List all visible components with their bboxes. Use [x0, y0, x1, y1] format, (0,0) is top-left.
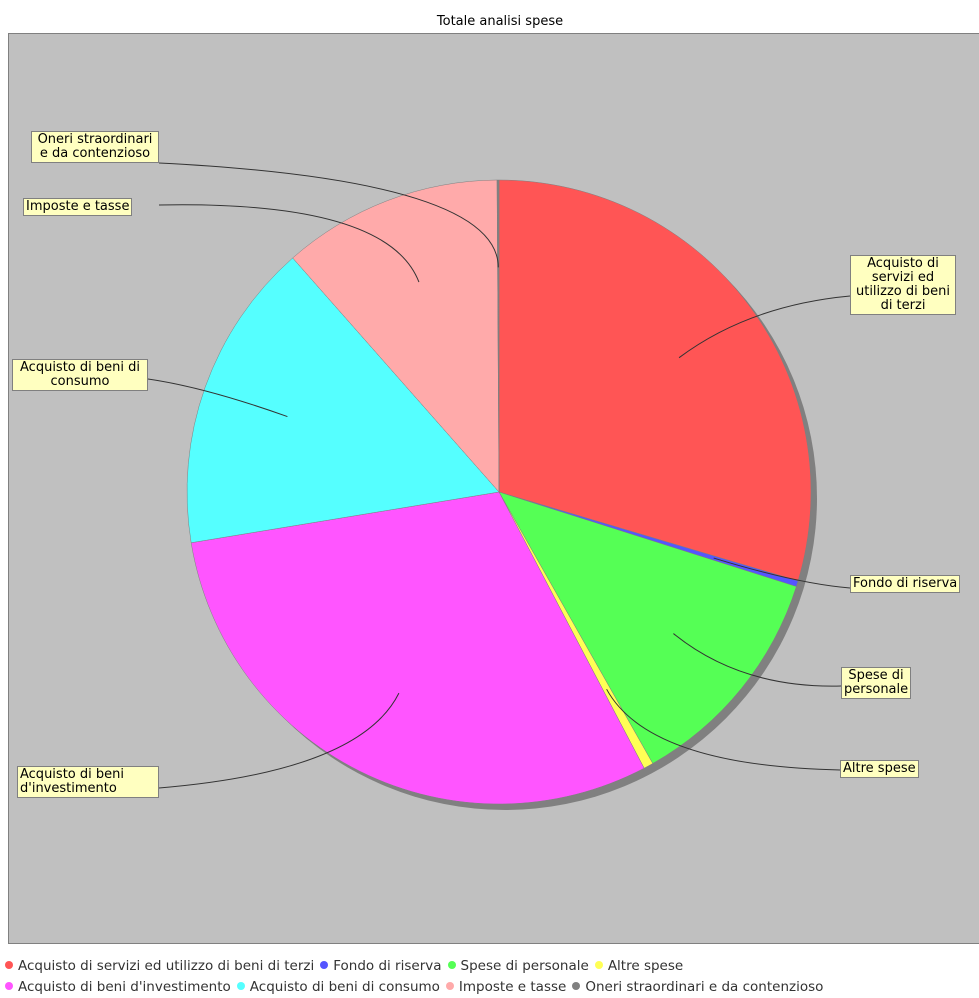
- callout-altre-spese: Altre spese: [840, 760, 919, 778]
- legend-label: Acquisto di beni d'investimento: [18, 979, 231, 995]
- callout-acquisto-consumo: Acquisto di beni di consumo: [12, 359, 148, 391]
- legend-label: Imposte e tasse: [458, 979, 567, 995]
- legend-swatch: [447, 961, 456, 969]
- legend-swatch: [5, 982, 13, 990]
- pie-slice-acquisto-di-beni-di-consumo[interactable]: [186, 257, 500, 544]
- legend-item-altre-spese: Altre spese: [594, 958, 684, 974]
- callout-spese-personale: Spese di personale: [841, 667, 911, 699]
- callout-imposte-tasse: Imposte e tasse: [23, 198, 133, 216]
- legend-item-acquisto-di-beni-di-consumo: Acquisto di beni di consumo: [236, 979, 440, 995]
- legend-swatch: [236, 982, 245, 990]
- legend-item-spese-di-personale: Spese di personale: [447, 958, 589, 974]
- chart-title: Totale analisi spese: [436, 14, 564, 29]
- pie-slice-spese-di-personale[interactable]: [498, 491, 797, 764]
- callout-acquisto-investimento: Acquisto di beni d'investimento: [17, 766, 159, 798]
- legend-item-imposte-e-tasse: Imposte e tasse: [445, 979, 567, 995]
- legend-swatch: [5, 961, 13, 969]
- legend-swatch: [572, 982, 581, 990]
- leader-line-altre-spese: [606, 688, 841, 771]
- leader-line-acquisto-di-beni-d-investimento: [158, 692, 400, 789]
- legend-item-acquisto-di-beni-d-investimento: Acquisto di beni d'investimento: [5, 979, 231, 995]
- callout-fondo-riserva: Fondo di riserva: [850, 575, 961, 593]
- legend-item-oneri-straordinari-e-da-contenzioso: Oneri straordinari e da contenzioso: [572, 979, 823, 995]
- leader-line-acquisto-di-servizi-ed-utilizzo-di-beni-di-terzi: [678, 295, 851, 359]
- legend-swatch: [445, 982, 454, 990]
- pie-slice-imposte-e-tasse[interactable]: [292, 179, 500, 493]
- legend-label: Oneri straordinari e da contenzioso: [585, 979, 824, 995]
- legend-label: Fondo di riserva: [333, 958, 442, 974]
- pie-chart: [147, 162, 851, 810]
- legend-label: Acquisto di servizi ed utilizzo di beni …: [18, 958, 315, 974]
- callout-oneri-straordinari: Oneri straordinari e da contenzioso: [31, 131, 159, 163]
- leader-line-imposte-e-tasse: [158, 204, 420, 283]
- legend: Acquisto di servizi ed utilizzo di beni …: [5, 956, 979, 998]
- legend-label: Spese di personale: [460, 958, 589, 974]
- legend-label: Acquisto di beni di consumo: [249, 979, 440, 995]
- callout-acquisto-servizi: Acquisto di servizi ed utilizzo di beni …: [850, 255, 956, 315]
- pie-slice-acquisto-di-servizi-ed-utilizzo-di-beni-di-terzi[interactable]: [498, 179, 812, 582]
- leader-line-oneri-straordinari-e-da-contenzioso: [158, 162, 499, 268]
- legend-item-fondo-di-riserva: Fondo di riserva: [320, 958, 442, 974]
- leader-line-acquisto-di-beni-di-consumo: [147, 378, 288, 418]
- legend-swatch: [320, 961, 329, 969]
- plot-area: Acquisto di servizi ed utilizzo di beni …: [8, 33, 979, 944]
- legend-label: Altre spese: [607, 958, 684, 974]
- legend-swatch: [594, 961, 603, 969]
- leader-line-fondo-di-riserva: [713, 557, 851, 589]
- legend-item-acquisto-di-servizi-ed-utilizzo-di-beni-di-terzi: Acquisto di servizi ed utilizzo di beni …: [5, 958, 314, 974]
- pie-slice-acquisto-di-beni-d-investimento[interactable]: [190, 491, 645, 805]
- leader-line-spese-di-personale: [673, 633, 842, 687]
